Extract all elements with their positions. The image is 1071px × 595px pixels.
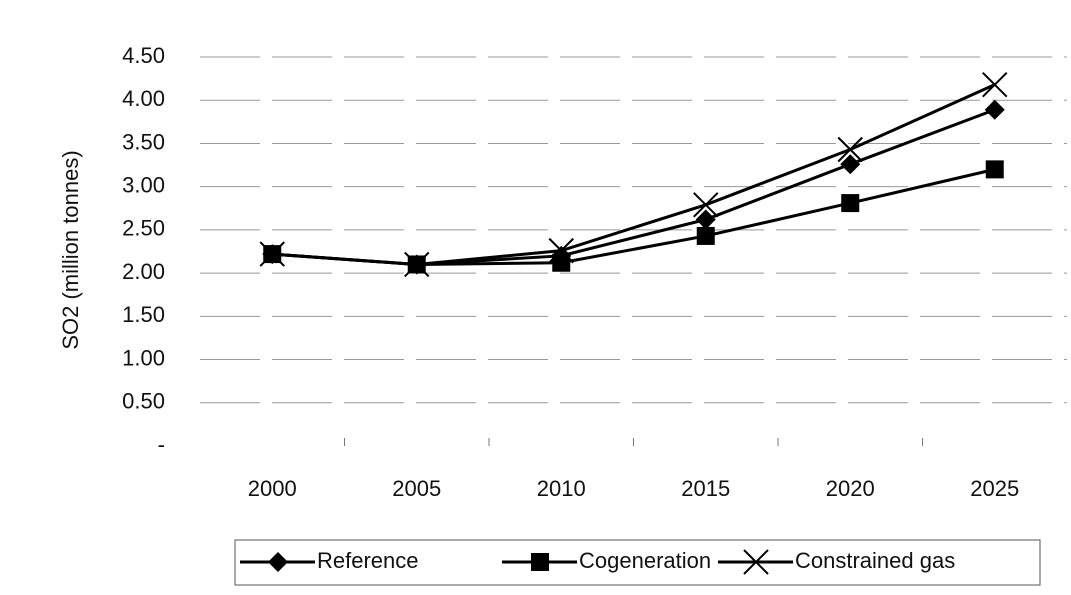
x-tick-label: 2020: [826, 476, 875, 501]
point: [984, 99, 1005, 120]
y-tick-label: 0.50: [122, 389, 165, 414]
y-tick-label: 2.50: [122, 216, 165, 241]
x-tick-label: 2005: [392, 476, 441, 501]
point: [552, 253, 571, 272]
x-tick-label: 2025: [970, 476, 1019, 501]
x-tick-label: 2000: [248, 476, 297, 501]
point: [693, 192, 719, 218]
y-tick-label: 4.00: [122, 86, 165, 111]
point: [982, 71, 1008, 98]
y-tick-label: 4.50: [122, 43, 165, 68]
point: [548, 237, 574, 264]
point: [531, 553, 549, 571]
y-tick-label: 1.00: [122, 345, 165, 370]
y-tick-label: 3.50: [122, 129, 165, 154]
point: [743, 549, 769, 575]
x-tick-label: 2010: [537, 476, 586, 501]
point: [837, 136, 863, 163]
series-line: [272, 83, 996, 266]
y-tick-label: 3.00: [122, 172, 165, 197]
y-axis-label: SO2 (million tonnes): [58, 150, 83, 349]
point: [404, 251, 430, 278]
legend-label: Constrained gas: [795, 548, 955, 573]
y-tick-label: 2.00: [122, 259, 165, 284]
point: [696, 226, 715, 245]
legend-label: Cogeneration: [579, 548, 711, 573]
point: [840, 154, 861, 175]
point: [985, 160, 1004, 179]
point: [695, 209, 716, 230]
x-tick-label: 2015: [681, 476, 730, 501]
point: [268, 552, 288, 572]
legend-box: [234, 539, 1041, 586]
point: [841, 194, 860, 213]
point: [259, 241, 285, 267]
legend-label: Reference: [317, 548, 419, 573]
y-tick-label: 1.50: [122, 302, 165, 327]
y-tick-label: -: [158, 432, 165, 457]
